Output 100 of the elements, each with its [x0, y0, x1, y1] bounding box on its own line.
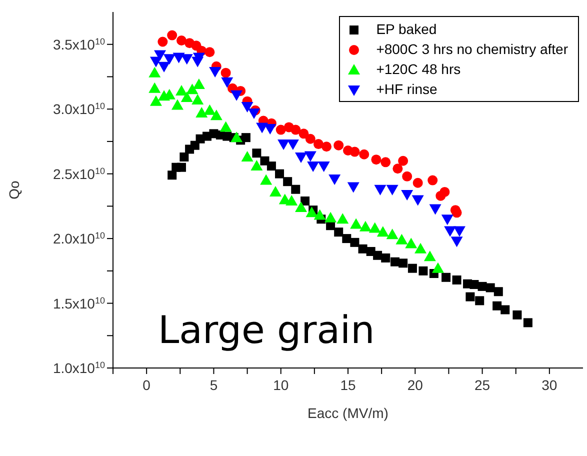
- point: [500, 305, 510, 314]
- point: [412, 195, 424, 206]
- x-tick-label: 20: [407, 377, 424, 393]
- point: [322, 142, 332, 152]
- point: [220, 121, 232, 132]
- point: [313, 139, 324, 150]
- point: [260, 156, 270, 166]
- point: [269, 186, 282, 196]
- point: [442, 272, 451, 282]
- point: [241, 150, 254, 162]
- point: [444, 226, 456, 237]
- annotation: Large grain: [158, 308, 375, 352]
- point: [176, 35, 186, 46]
- point: [158, 62, 170, 72]
- y-axis-title: Qo: [6, 180, 22, 200]
- point: [381, 253, 390, 262]
- legend-label: +HF rinse: [376, 81, 438, 97]
- point: [466, 292, 475, 302]
- point: [350, 238, 360, 247]
- point: [298, 128, 309, 139]
- point: [418, 266, 428, 276]
- point: [380, 157, 391, 168]
- y-tick-label: 1.0x10$^{10}$: [52, 360, 105, 376]
- point: [368, 222, 381, 233]
- point: [241, 102, 254, 112]
- point: [307, 162, 320, 172]
- point: [304, 151, 316, 162]
- point: [196, 106, 208, 118]
- point: [186, 84, 198, 94]
- point: [148, 82, 161, 93]
- point: [401, 190, 414, 201]
- point: [428, 175, 438, 186]
- point: [342, 234, 352, 244]
- point: [440, 186, 450, 197]
- point: [283, 177, 292, 186]
- point: [392, 164, 403, 174]
- point: [209, 67, 222, 78]
- point: [414, 242, 427, 254]
- point: [405, 238, 418, 248]
- point: [523, 318, 532, 328]
- point: [264, 124, 276, 135]
- x-tick-label: 10: [273, 377, 289, 393]
- point: [291, 184, 300, 194]
- point: [204, 47, 215, 58]
- point: [260, 174, 272, 185]
- point: [441, 214, 454, 226]
- point: [180, 152, 189, 162]
- point: [275, 169, 284, 178]
- point: [402, 171, 412, 182]
- point: [210, 110, 222, 120]
- point: [286, 140, 299, 150]
- point: [305, 134, 316, 144]
- point: [300, 196, 310, 206]
- y-tick-label: 1.5x10$^{10}$: [52, 295, 105, 312]
- point: [180, 91, 193, 102]
- point: [171, 99, 184, 110]
- point: [358, 244, 368, 254]
- point: [359, 149, 370, 160]
- y-tick-label: 3.0x10$^{10}$: [52, 101, 105, 118]
- point: [295, 152, 307, 163]
- point: [150, 95, 162, 106]
- point: [386, 184, 398, 196]
- point: [318, 162, 330, 172]
- point: [452, 208, 462, 218]
- x-axis-title: Eacc (MV/m): [308, 405, 388, 421]
- point: [220, 68, 231, 78]
- point: [154, 50, 166, 61]
- point: [396, 234, 408, 244]
- point: [250, 160, 263, 171]
- point: [347, 182, 360, 193]
- point: [350, 146, 360, 157]
- point: [266, 162, 276, 171]
- point: [192, 94, 204, 105]
- point: [192, 78, 205, 89]
- point: [252, 148, 262, 158]
- point: [386, 228, 398, 240]
- point: [176, 162, 186, 172]
- x-tick-label: 25: [474, 377, 490, 393]
- point: [486, 283, 495, 292]
- legend-label: +800C 3 hrs no chemistry after: [376, 41, 568, 57]
- x-tick-label: 30: [542, 377, 558, 393]
- y-tick-label: 2.0x10$^{10}$: [52, 230, 105, 247]
- point: [286, 195, 298, 206]
- point: [204, 104, 216, 115]
- x-tick-label: 0: [142, 377, 151, 393]
- point: [175, 84, 188, 96]
- x-tick-label: 5: [210, 377, 218, 393]
- point: [324, 212, 337, 222]
- point: [373, 250, 382, 260]
- point: [350, 218, 362, 229]
- point: [398, 258, 408, 268]
- point: [398, 156, 408, 166]
- point: [336, 213, 349, 224]
- point: [158, 36, 168, 47]
- point: [163, 54, 176, 65]
- point: [314, 209, 326, 220]
- point: [424, 250, 436, 262]
- point: [412, 178, 423, 188]
- point: [390, 257, 400, 266]
- point: [432, 262, 444, 273]
